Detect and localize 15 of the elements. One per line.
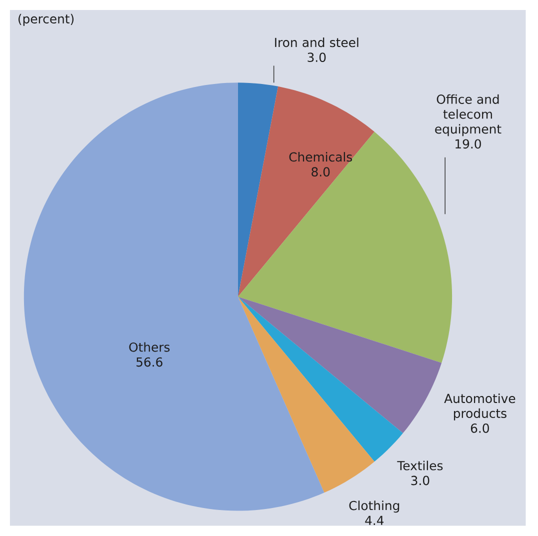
data-label: 3.0 <box>308 52 326 62</box>
data-label: 3.0 <box>411 476 430 486</box>
data-label: 19.0 <box>456 139 481 149</box>
data-label: 6.0 <box>470 424 489 434</box>
slice-label: Office and telecom equipment <box>435 94 502 136</box>
slice-label: Clothing <box>349 500 400 513</box>
slice-label: Others <box>129 342 170 352</box>
data-label: 8.0 <box>312 167 330 177</box>
slice-label: Automotive products <box>444 394 516 421</box>
chart-title: (percent) <box>18 14 74 26</box>
slice-label: Chemicals <box>289 152 352 162</box>
slice-label: Textiles <box>397 460 443 470</box>
data-label: 4.4 <box>365 516 384 526</box>
data-label: 56.6 <box>136 357 162 367</box>
slice-label: Iron and steel <box>275 38 358 48</box>
